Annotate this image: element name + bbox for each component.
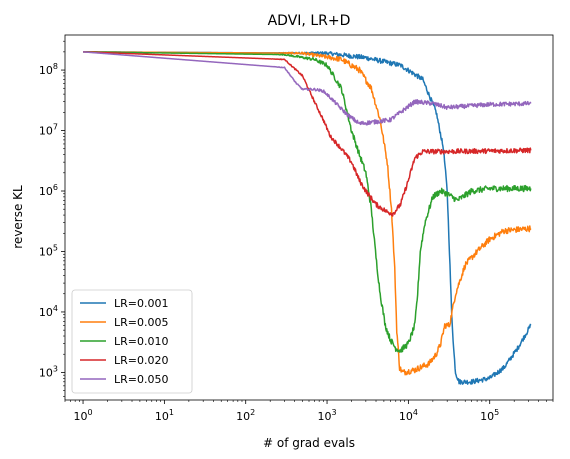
x-axis-label: # of grad evals [263, 436, 355, 450]
legend-label-3: LR=0.010 [114, 335, 168, 348]
x-tick-label-4: 104 [399, 408, 418, 423]
x-axis-ticks: 100 101 102 103 104 105 [73, 400, 499, 423]
y-tick-label-5: 108 [39, 62, 58, 77]
x-tick-label-3: 103 [317, 408, 336, 423]
series-lines [82, 51, 532, 385]
x-tick-label-1: 101 [155, 408, 174, 423]
series-line-4 [82, 51, 532, 217]
y-tick-label-0: 103 [39, 364, 58, 379]
y-tick-label-1: 104 [39, 304, 58, 319]
x-tick-label-5: 105 [480, 408, 499, 423]
legend-label-1: LR=0.001 [114, 297, 168, 310]
x-tick-label-0: 100 [73, 408, 92, 423]
x-tick-label-2: 102 [236, 408, 255, 423]
y-tick-label-2: 105 [39, 243, 58, 258]
y-axis-ticks: 103 104 105 106 107 108 [39, 62, 65, 379]
legend-box [71, 289, 193, 394]
legend-label-2: LR=0.005 [114, 316, 168, 329]
chart-title: ADVI, LR+D [268, 13, 351, 29]
legend-label-4: LR=0.020 [114, 354, 168, 367]
series-line-5 [82, 51, 532, 126]
y-tick-label-4: 107 [39, 123, 58, 138]
x-axis-minor-ticks [64, 400, 554, 402]
y-tick-label-3: 106 [39, 183, 58, 198]
legend: LR=0.001 LR=0.005 LR=0.010 LR=0.020 LR=0.050 [71, 289, 193, 394]
legend-label-5: LR=0.050 [114, 373, 168, 386]
series-line-3 [82, 51, 532, 353]
y-axis-label: reverse KL [11, 185, 25, 249]
y-axis-minor-ticks [63, 40, 65, 397]
plot-area: 100 101 102 103 104 105 103 104 105 106 107 108 [39, 34, 554, 423]
